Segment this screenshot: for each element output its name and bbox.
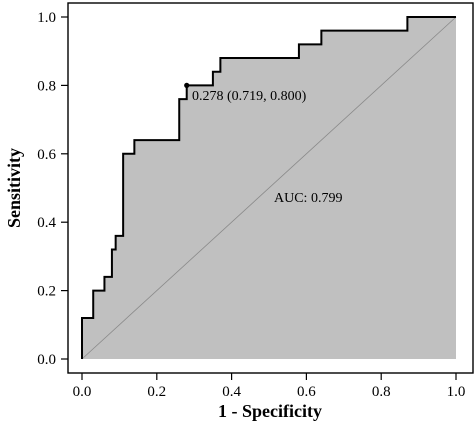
- y-tick-label: 0.4: [37, 215, 56, 231]
- y-tick-label: 1.0: [37, 10, 56, 26]
- x-tick-label: 0.6: [297, 384, 316, 400]
- y-axis-label: Sensitivity: [4, 148, 24, 228]
- x-tick-label: 0.0: [73, 384, 92, 400]
- y-tick-label: 0.0: [37, 352, 56, 368]
- optimal-point-marker: [184, 83, 189, 88]
- y-tick-label: 0.2: [37, 284, 56, 300]
- x-axis-label: 1 - Specificity: [218, 401, 322, 421]
- x-tick-label: 0.2: [147, 384, 166, 400]
- y-tick-label: 0.8: [37, 78, 56, 94]
- x-tick-label: 0.8: [372, 384, 391, 400]
- x-tick-label: 1.0: [447, 384, 466, 400]
- auc-label: AUC: 0.799: [274, 191, 342, 206]
- x-tick-label: 0.4: [222, 384, 241, 400]
- optimal-point-label: 0.278 (0.719, 0.800): [192, 89, 307, 104]
- y-tick-label: 0.6: [37, 147, 56, 163]
